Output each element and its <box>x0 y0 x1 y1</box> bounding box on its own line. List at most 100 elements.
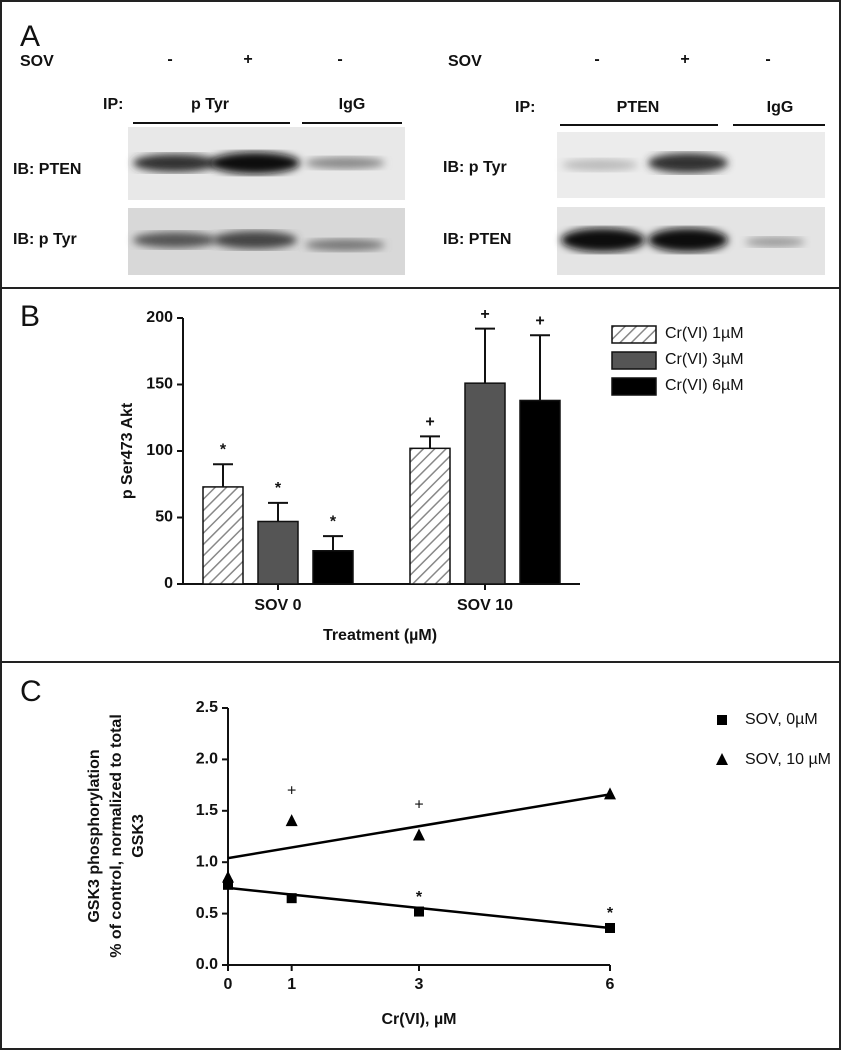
y-tick-label: 2.5 <box>196 699 218 716</box>
significance-mark: + <box>480 306 489 323</box>
blot-band <box>745 237 805 247</box>
bar <box>202 486 244 585</box>
significance-mark: + <box>414 797 423 814</box>
x-axis-label: Cr(VI), µM <box>382 1011 457 1028</box>
x-tick-label: SOV 10 <box>457 597 513 614</box>
marker <box>222 870 234 883</box>
significance-mark: + <box>287 782 296 799</box>
sov-sign: - <box>594 51 599 68</box>
error-bar <box>213 463 233 487</box>
marker <box>286 893 297 904</box>
ip-group: PTEN <box>617 99 660 116</box>
error-bar <box>530 334 550 401</box>
x-tick-label: 0 <box>224 976 233 993</box>
significance-mark: * <box>607 905 614 922</box>
y-tick-label: 0.5 <box>196 905 218 922</box>
x-tick-label: SOV 0 <box>254 597 301 614</box>
panel-a: A SOV - + - IP: p Tyr IgG IB: PTEN IB: p… <box>13 20 825 275</box>
y-tick-label: 100 <box>146 442 173 459</box>
significance-mark: + <box>535 313 544 330</box>
ib-label: IB: PTEN <box>13 161 81 178</box>
x-axis-label: Treatment (µM) <box>323 627 437 644</box>
blot-band <box>213 231 297 249</box>
ip-label: IP: <box>515 99 535 116</box>
y-tick-label: 200 <box>146 309 173 326</box>
y-axis-label: % of control, normalized to total <box>108 714 125 958</box>
significance-mark: * <box>220 442 227 459</box>
legend-swatch <box>611 377 657 396</box>
ib-label: IB: PTEN <box>443 231 511 248</box>
legend-label: Cr(VI) 6µM <box>665 377 744 394</box>
y-tick-label: 2.0 <box>196 751 218 768</box>
y-tick-label: 0.0 <box>196 956 218 973</box>
sov-sign: + <box>680 51 689 68</box>
legend-swatch <box>611 351 657 370</box>
ip-group: IgG <box>767 99 794 116</box>
y-tick-label: 50 <box>155 509 173 526</box>
charts: B 0 50 100 150 200 p Ser473 Akt Treatment (µM) S… <box>20 300 831 1028</box>
marker <box>223 879 233 890</box>
marker <box>414 906 424 917</box>
bar <box>312 550 354 585</box>
ip-group: p Tyr <box>191 96 229 113</box>
sov-label: SOV <box>20 53 54 70</box>
bar <box>519 399 561 585</box>
significance-mark: * <box>330 513 337 530</box>
blot-band <box>133 154 217 172</box>
panel-label: A <box>20 20 40 53</box>
legend-label: Cr(VI) 1µM <box>665 325 744 342</box>
fit-line <box>227 793 611 860</box>
ib-label: IB: p Tyr <box>443 159 507 176</box>
ip-label: IP: <box>103 96 123 113</box>
error-bar <box>268 501 288 522</box>
panel-label: C <box>20 675 42 708</box>
marker <box>285 814 298 827</box>
marker <box>605 922 615 933</box>
y-tick-label: 0 <box>164 575 173 592</box>
marker <box>716 753 728 765</box>
error-bar <box>420 435 440 449</box>
x-tick-label: 1 <box>287 976 296 993</box>
blot-band <box>210 152 300 174</box>
panel-label: B <box>20 300 40 333</box>
ib-label: IB: p Tyr <box>13 231 77 248</box>
legend-label: SOV, 10 µM <box>745 751 831 768</box>
significance-mark: * <box>275 480 282 497</box>
bar <box>464 382 506 585</box>
blot-band <box>648 228 728 252</box>
y-tick-label: 1.5 <box>196 802 218 819</box>
y-axis-label: GSK3 <box>130 814 147 858</box>
blot-band <box>305 239 385 251</box>
error-bar <box>475 327 495 384</box>
legend-swatch <box>611 325 657 344</box>
x-tick-label: 6 <box>606 976 615 993</box>
sov-sign: - <box>765 51 770 68</box>
legend-label: Cr(VI) 3µM <box>665 351 744 368</box>
bar <box>257 520 299 585</box>
marker <box>413 828 425 841</box>
x-tick-label: 3 <box>415 976 424 993</box>
blot-band <box>561 228 645 252</box>
legend-label: SOV, 0µM <box>745 711 818 728</box>
sov-sign: - <box>167 51 172 68</box>
sov-sign: - <box>337 51 342 68</box>
ip-group: IgG <box>339 96 366 113</box>
y-tick-label: 1.0 <box>196 853 218 870</box>
sov-label: SOV <box>448 53 482 70</box>
y-tick-label: 150 <box>146 376 173 393</box>
significance-mark: + <box>425 414 434 431</box>
y-axis-label: GSK3 phosphorylation <box>86 749 103 922</box>
blot-band <box>648 153 728 173</box>
sov-sign: + <box>243 51 252 68</box>
blot-band <box>562 159 638 171</box>
blot-band <box>133 232 217 248</box>
marker <box>604 787 616 800</box>
blot-band <box>305 157 385 169</box>
significance-mark: * <box>416 889 423 906</box>
marker <box>717 715 727 725</box>
bar <box>409 447 451 585</box>
error-bar <box>323 535 343 551</box>
y-axis-label: p Ser473 Akt <box>119 402 136 499</box>
